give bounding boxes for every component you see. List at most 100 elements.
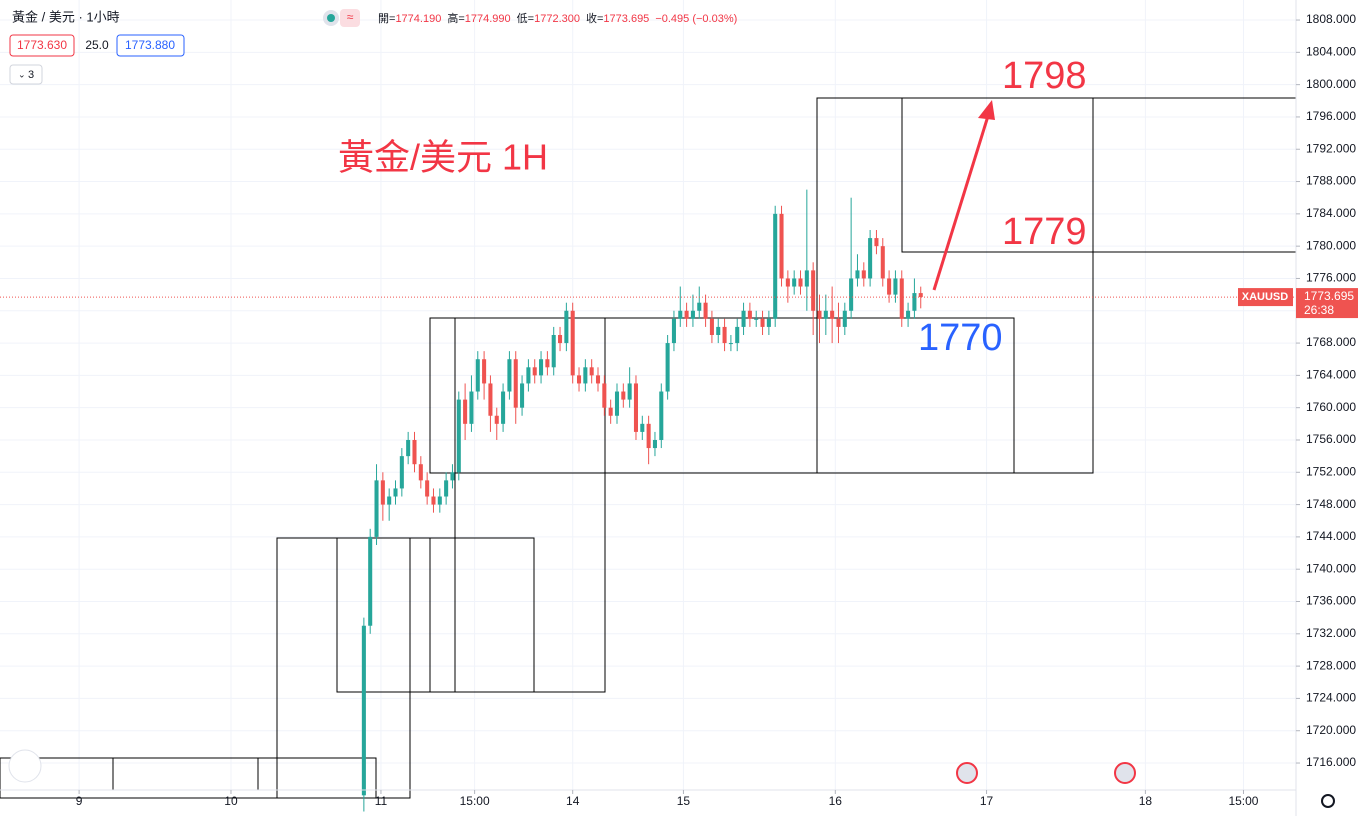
- y-tick-label: 1728.000: [1306, 658, 1356, 672]
- x-tick-label: 15:00: [460, 794, 490, 808]
- candle-body: [387, 496, 392, 505]
- ask-box[interactable]: [116, 34, 185, 57]
- event-icon[interactable]: [1114, 762, 1136, 784]
- symbol-name: XAUUSD: [1242, 291, 1289, 303]
- price-tag: [1296, 288, 1358, 319]
- candle-body: [469, 391, 474, 424]
- candle-body: [558, 334, 563, 344]
- candle-body: [652, 439, 657, 449]
- y-tick-label: 1724.000: [1306, 691, 1356, 705]
- status-dot: [327, 14, 335, 22]
- candle-body: [482, 359, 487, 384]
- y-tick-label: 1732.000: [1306, 626, 1356, 640]
- candle-body: [456, 399, 461, 473]
- candle-body: [507, 359, 512, 392]
- countdown: 26:38: [1304, 303, 1334, 317]
- candle-body: [640, 423, 645, 432]
- bid-box[interactable]: [9, 34, 75, 57]
- candle-body: [887, 278, 892, 295]
- settings-icon[interactable]: [1321, 794, 1335, 808]
- candle-body: [539, 359, 544, 376]
- candle-body: [754, 318, 759, 320]
- candle-body: [792, 278, 797, 287]
- candle-body: [659, 391, 664, 440]
- candle-body: [595, 375, 601, 384]
- y-tick-label: 1800.000: [1306, 77, 1356, 91]
- chevron: ⌄: [18, 69, 26, 79]
- candle-body: [551, 334, 556, 368]
- legend-label: 低=: [517, 12, 534, 25]
- y-tick-label: 1764.000: [1306, 368, 1356, 382]
- candle-body: [406, 439, 411, 457]
- candle-body: [627, 383, 632, 400]
- badge-icon: ≈: [347, 10, 354, 24]
- candle-body: [532, 367, 537, 376]
- candle-body: [899, 278, 904, 319]
- candle-body: [513, 359, 518, 408]
- candle-body: [374, 480, 379, 537]
- candle-body: [621, 391, 626, 400]
- candle-body: [678, 310, 683, 319]
- box: [336, 537, 535, 693]
- legend-value: 1774.990: [465, 13, 511, 25]
- y-tick-label: 1768.000: [1306, 335, 1356, 349]
- drawings: [0, 97, 1296, 799]
- x-tick-label: 18: [1139, 794, 1153, 808]
- scroll-button[interactable]: [8, 749, 42, 783]
- spread: 25.0: [85, 38, 109, 52]
- badge[interactable]: [340, 9, 360, 27]
- box: [0, 757, 377, 799]
- candle-body: [437, 496, 442, 505]
- candle-body: [836, 318, 841, 327]
- annotation-title: 黃金/美元 1H: [338, 137, 548, 178]
- box: [276, 537, 411, 799]
- legend-label: 收=: [586, 11, 603, 25]
- y-tick-label: 1760.000: [1306, 400, 1356, 414]
- candle-body: [798, 278, 803, 287]
- candle-body: [716, 326, 721, 335]
- candle-body: [861, 270, 866, 279]
- candle-body: [849, 278, 854, 311]
- bid: 1773.630: [17, 38, 67, 52]
- symbol-tag: [1238, 288, 1293, 307]
- y-tick-label: 1808.000: [1306, 12, 1356, 26]
- candle-body: [418, 464, 423, 481]
- candles: [361, 189, 923, 812]
- y-tick-label: 1796.000: [1306, 109, 1356, 123]
- x-tick-label: 15:00: [1228, 794, 1258, 808]
- candle-body: [760, 318, 765, 327]
- candle-body: [874, 238, 879, 247]
- candle-body: [633, 383, 639, 432]
- y-tick-label: 1804.000: [1306, 45, 1356, 59]
- candle-body: [608, 407, 613, 416]
- candle-body: [817, 310, 822, 319]
- event-icon[interactable]: [956, 762, 978, 784]
- box: [901, 97, 1094, 253]
- candle-body: [703, 302, 708, 319]
- candle-body: [684, 310, 689, 319]
- candle-body: [842, 310, 847, 327]
- candle-body: [690, 310, 695, 319]
- candle-body: [576, 375, 582, 384]
- candle-body: [431, 496, 436, 505]
- candle-body: [880, 246, 885, 279]
- y-tick-label: 1792.000: [1306, 141, 1356, 155]
- x-tick-label: 15: [677, 794, 691, 808]
- indicator-count: 3: [28, 69, 34, 81]
- candle-body: [804, 270, 809, 287]
- candle-body: [614, 391, 620, 416]
- candle-body: [583, 367, 588, 384]
- candle-body: [412, 439, 417, 465]
- x-tick-label: 9: [76, 794, 83, 808]
- candle-body: [602, 383, 607, 408]
- annotation-support: 1770: [918, 317, 1003, 359]
- candle-body: [545, 359, 550, 368]
- candle-body: [399, 456, 404, 489]
- y-tick-label: 1780.000: [1306, 238, 1356, 252]
- candle-body: [868, 238, 873, 279]
- candle-body: [785, 278, 790, 287]
- indicator-toggle[interactable]: [9, 64, 43, 85]
- candle-body: [747, 310, 752, 319]
- candle-body: [823, 310, 828, 319]
